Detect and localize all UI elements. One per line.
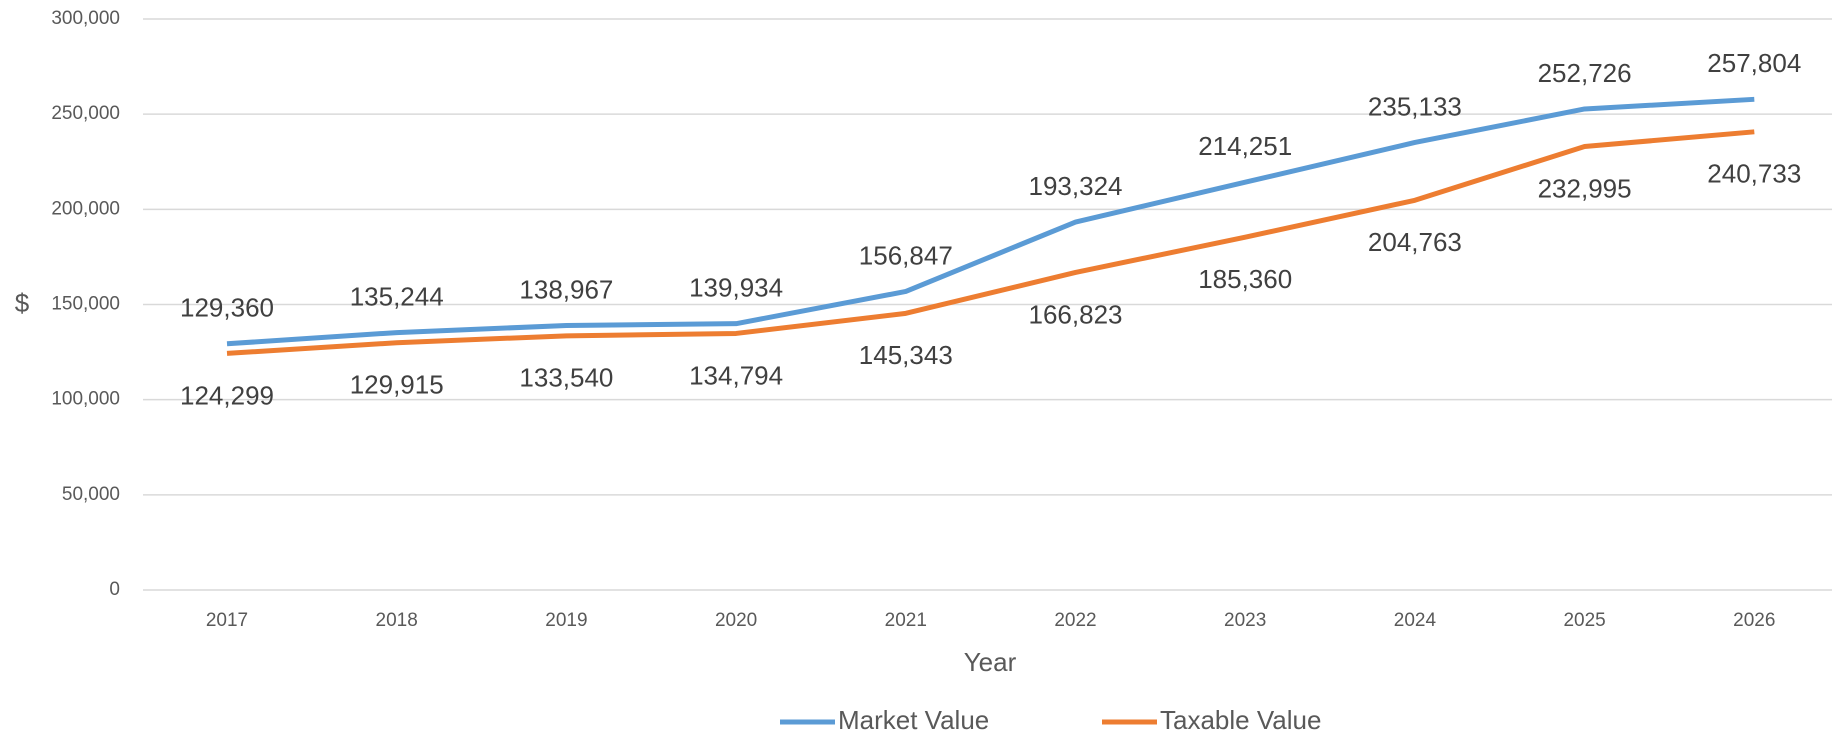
legend-label: Taxable Value xyxy=(1160,705,1321,735)
y-tick-label: 200,000 xyxy=(51,198,120,219)
series-line xyxy=(226,96,1755,347)
data-label: 193,324 xyxy=(1029,171,1123,201)
y-axis-title: $ xyxy=(15,288,30,318)
data-label: 129,360 xyxy=(180,293,274,323)
y-tick-label: 300,000 xyxy=(51,8,120,29)
data-label: 129,915 xyxy=(350,370,444,400)
data-label: 124,299 xyxy=(180,380,274,410)
data-label: 139,934 xyxy=(689,273,783,303)
x-axis-title: Year xyxy=(964,647,1017,677)
data-label: 214,251 xyxy=(1198,131,1292,161)
x-tick-label: 2024 xyxy=(1394,610,1437,631)
data-label: 185,360 xyxy=(1198,264,1292,294)
legend-label: Market Value xyxy=(838,705,989,735)
x-tick-label: 2021 xyxy=(885,610,927,631)
x-tick-label: 2023 xyxy=(1224,610,1266,631)
data-label: 134,794 xyxy=(689,360,783,390)
data-label: 232,995 xyxy=(1538,173,1632,203)
data-label: 138,967 xyxy=(519,274,613,304)
x-tick-label: 2018 xyxy=(376,610,418,631)
y-tick-label: 0 xyxy=(109,579,120,600)
x-tick-label: 2020 xyxy=(715,610,757,631)
data-label: 156,847 xyxy=(859,240,953,270)
y-tick-label: 150,000 xyxy=(51,294,120,315)
data-label: 235,133 xyxy=(1368,91,1462,121)
x-tick-label: 2019 xyxy=(545,610,587,631)
data-label: 133,540 xyxy=(519,363,613,393)
data-label: 166,823 xyxy=(1029,299,1123,329)
y-tick-label: 250,000 xyxy=(51,103,120,124)
data-label: 135,244 xyxy=(350,281,444,311)
data-label: 204,763 xyxy=(1368,227,1462,257)
series-line xyxy=(226,129,1755,356)
x-tick-label: 2026 xyxy=(1733,610,1775,631)
data-label: 252,726 xyxy=(1538,58,1632,88)
x-tick-label: 2022 xyxy=(1054,610,1096,631)
y-tick-label: 100,000 xyxy=(51,389,120,410)
data-label: 145,343 xyxy=(859,340,953,370)
data-label: 257,804 xyxy=(1707,48,1801,78)
x-tick-label: 2025 xyxy=(1563,610,1605,631)
x-tick-label: 2017 xyxy=(206,610,248,631)
data-label: 240,733 xyxy=(1707,159,1801,189)
y-tick-label: 50,000 xyxy=(62,484,120,505)
